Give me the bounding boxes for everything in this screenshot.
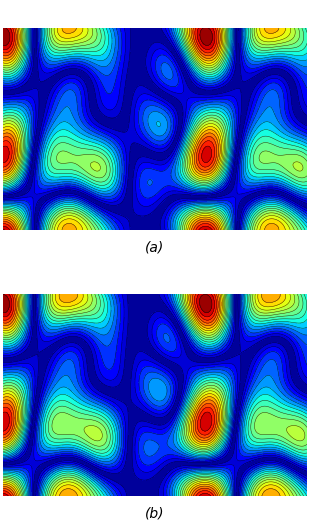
Text: (a): (a) — [145, 241, 165, 254]
Text: (b): (b) — [145, 507, 165, 520]
